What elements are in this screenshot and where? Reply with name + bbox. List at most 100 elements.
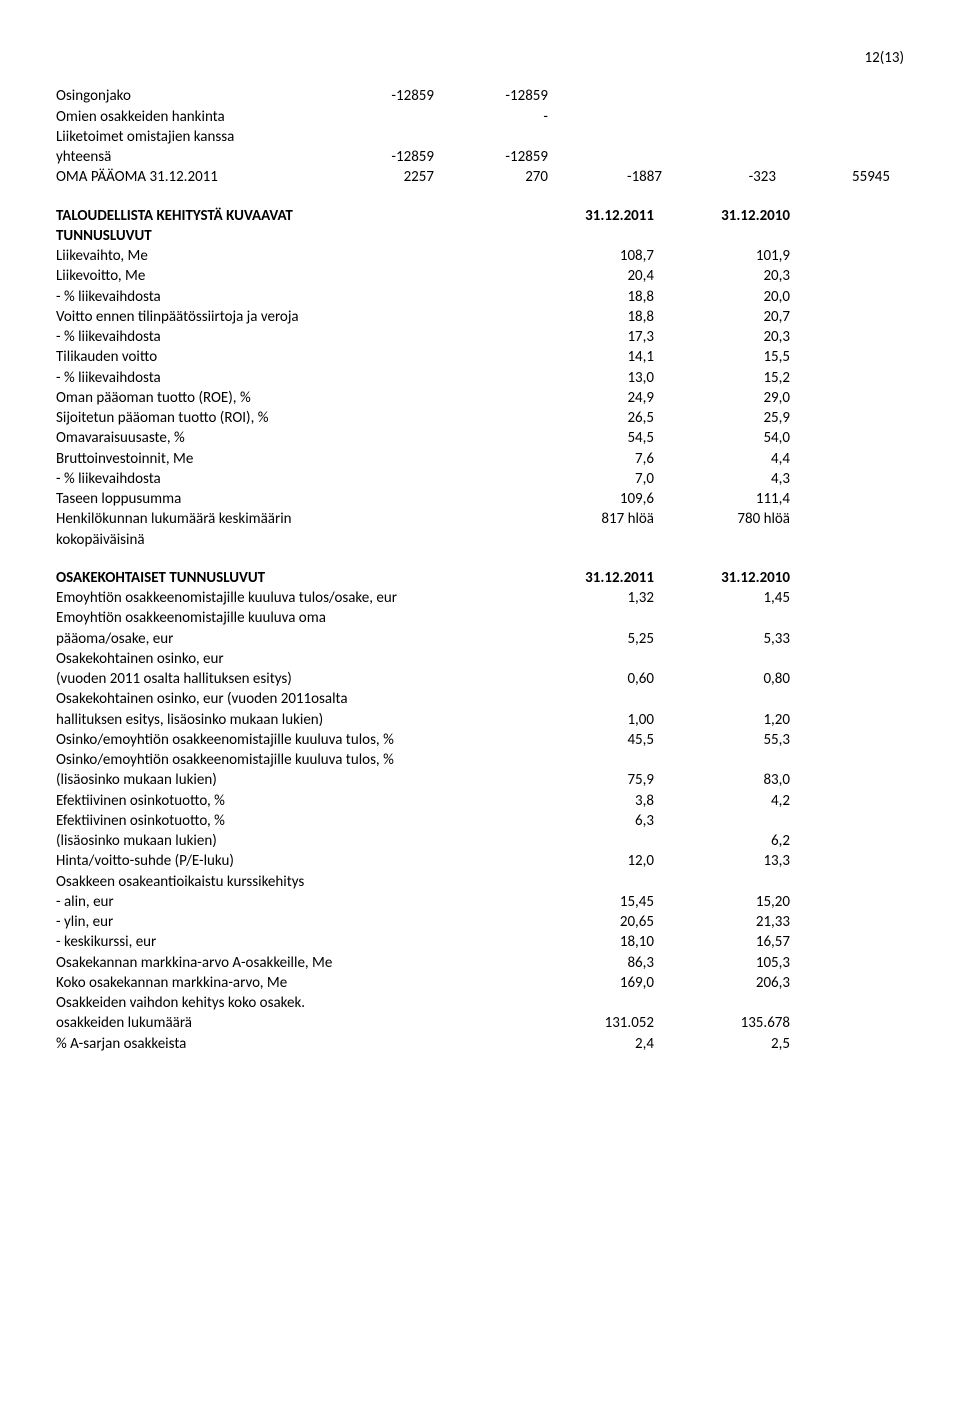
cell-label: Koko osakekannan markkina-arvo, Me	[56, 973, 534, 993]
cell-label: Liikevoitto, Me	[56, 266, 534, 286]
cell: 45,5	[534, 730, 670, 750]
cell: 6,3	[534, 811, 670, 831]
table-row: Henkilökunnan lukumäärä keskimäärin817 h…	[56, 509, 904, 529]
cell-label: Tilikauden voitto	[56, 347, 534, 367]
cell	[534, 649, 670, 669]
table-row: Bruttoinvestoinnit, Me7,64,4	[56, 449, 904, 469]
cell: 54,0	[670, 428, 790, 448]
cell: 83,0	[670, 770, 790, 790]
table-row: Efektiivinen osinkotuotto, %6,3	[56, 811, 904, 831]
section2-heading: OSAKEKOHTAISET TUNNUSLUVUT	[56, 568, 534, 588]
top-row: yhteensä -12859 -12859	[56, 147, 904, 167]
cell-label: OMA PÄÄOMA 31.12.2011	[56, 167, 344, 187]
cell-label: pääoma/osake, eur	[56, 629, 534, 649]
cell-label: Osakekannan markkina-arvo A-osakkeille, …	[56, 953, 534, 973]
cell-label: Henkilökunnan lukumäärä keskimäärin	[56, 509, 534, 529]
top-row: Osingonjako -12859 -12859	[56, 86, 904, 106]
cell	[572, 147, 686, 167]
cell: 7,6	[534, 449, 670, 469]
cell: 17,3	[534, 327, 670, 347]
cell	[534, 872, 670, 892]
cell: 26,5	[534, 408, 670, 428]
table-row: Taseen loppusumma109,6111,4	[56, 489, 904, 509]
table-row: Voitto ennen tilinpäätössiirtoja ja vero…	[56, 307, 904, 327]
cell-label: - keskikurssi, eur	[56, 932, 534, 952]
cell: 108,7	[534, 246, 670, 266]
cell-label: - % liikevaihdosta	[56, 327, 534, 347]
table-row: Tilikauden voitto14,115,5	[56, 347, 904, 367]
cell: 5,25	[534, 629, 670, 649]
table-row: osakkeiden lukumäärä131.052135.678	[56, 1013, 904, 1033]
cell: 18,10	[534, 932, 670, 952]
cell	[800, 147, 914, 167]
table-row: Osakkeen osakeantioikaistu kurssikehitys	[56, 872, 904, 892]
cell	[670, 608, 790, 628]
cell-label: (lisäosinko mukaan lukien)	[56, 770, 534, 790]
cell: 270	[458, 167, 572, 187]
cell: 131.052	[534, 1013, 670, 1033]
cell	[534, 608, 670, 628]
cell-label: - % liikevaihdosta	[56, 368, 534, 388]
cell	[534, 831, 670, 851]
cell: 21,33	[670, 912, 790, 932]
cell	[800, 107, 914, 127]
table-row: - % liikevaihdosta17,320,3	[56, 327, 904, 347]
top-block: Osingonjako -12859 -12859 Omien osakkeid…	[56, 86, 904, 187]
cell: 0,80	[670, 669, 790, 689]
cell-label: Osakkeen osakeantioikaistu kurssikehitys	[56, 872, 534, 892]
cell-label: osakkeiden lukumäärä	[56, 1013, 534, 1033]
cell-label: Osinko/emoyhtiön osakkeenomistajille kuu…	[56, 730, 534, 750]
cell: 54,5	[534, 428, 670, 448]
cell: 111,4	[670, 489, 790, 509]
cell	[670, 872, 790, 892]
cell-label: Omavaraisuusaste, %	[56, 428, 534, 448]
cell: 20,4	[534, 266, 670, 286]
cell: 3,8	[534, 791, 670, 811]
cell-label: Osinko/emoyhtiön osakkeenomistajille kuu…	[56, 750, 534, 770]
table-row: - alin, eur15,4515,20	[56, 892, 904, 912]
cell: 20,3	[670, 266, 790, 286]
table-row: kokopäiväisinä	[56, 530, 904, 550]
section1-body: Liikevaihto, Me108,7101,9Liikevoitto, Me…	[56, 246, 904, 550]
cell: 15,20	[670, 892, 790, 912]
cell: 817 hlöä	[534, 509, 670, 529]
cell: 12,0	[534, 851, 670, 871]
section1-subheading-row: TUNNUSLUVUT	[56, 226, 904, 246]
cell: 56263	[914, 167, 960, 187]
table-row: pääoma/osake, eur5,255,33	[56, 629, 904, 649]
cell: 55,3	[670, 730, 790, 750]
cell: 86,3	[534, 953, 670, 973]
cell: 6,2	[670, 831, 790, 851]
col-header: 31.12.2011	[534, 568, 670, 588]
cell	[800, 86, 914, 106]
cell: 206,3	[670, 973, 790, 993]
section2-body: Emoyhtiön osakkeenomistajille kuuluva tu…	[56, 588, 904, 1054]
cell	[534, 689, 670, 709]
cell: 13,3	[670, 851, 790, 871]
section2-heading-row: OSAKEKOHTAISET TUNNUSLUVUT 31.12.2011 31…	[56, 568, 904, 588]
table-row: - % liikevaihdosta13,015,2	[56, 368, 904, 388]
cell	[670, 689, 790, 709]
cell: 169,0	[534, 973, 670, 993]
cell	[534, 226, 670, 246]
cell: 109,6	[534, 489, 670, 509]
cell	[572, 86, 686, 106]
cell-label: Emoyhtiön osakkeenomistajille kuuluva om…	[56, 608, 534, 628]
cell: 135.678	[670, 1013, 790, 1033]
table-row: Osinko/emoyhtiön osakkeenomistajille kuu…	[56, 750, 904, 770]
cell-label: (lisäosinko mukaan lukien)	[56, 831, 534, 851]
table-row: Oman pääoman tuotto (ROE), %24,929,0	[56, 388, 904, 408]
cell-label: Bruttoinvestoinnit, Me	[56, 449, 534, 469]
cell: 16,57	[670, 932, 790, 952]
cell	[686, 127, 800, 147]
table-row: Osakekannan markkina-arvo A-osakkeille, …	[56, 953, 904, 973]
page-number: 12(13)	[56, 48, 904, 68]
cell: 14,1	[534, 347, 670, 367]
table-row: Sijoitetun pääoman tuotto (ROI), %26,525…	[56, 408, 904, 428]
table-row: Emoyhtiön osakkeenomistajille kuuluva tu…	[56, 588, 904, 608]
cell	[344, 127, 458, 147]
top-row: Liiketoimet omistajien kanssa	[56, 127, 904, 147]
section1-heading-row: TALOUDELLISTA KEHITYSTÄ KUVAAVAT 31.12.2…	[56, 206, 904, 226]
table-row: (vuoden 2011 osalta hallituksen esitys)0…	[56, 669, 904, 689]
cell	[458, 127, 572, 147]
